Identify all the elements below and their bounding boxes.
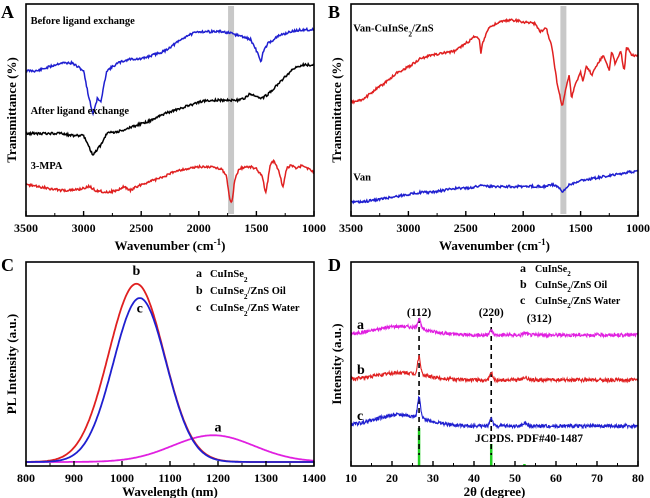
panel-label-a: A: [1, 2, 14, 22]
panel-d-series-line: [350, 354, 639, 384]
panel-c-curve-label: c: [137, 301, 143, 316]
panel-d-series-line: [350, 317, 639, 339]
panel-b-xtick-label: 3500: [339, 221, 363, 235]
panel-d-reference-label: JCPDS. PDF#40-1487: [475, 433, 583, 445]
panel-c-xtick-label: 900: [65, 471, 83, 485]
panel-b-series-line: [350, 169, 639, 205]
panel-d-legend-key: b: [520, 277, 527, 291]
panel-c-legend-key: a: [196, 266, 202, 280]
panel-d-xtick-label: 10: [345, 471, 357, 485]
panel-d-xlabel: 2θ (degree): [464, 484, 526, 498]
panel-d-series-label: c: [357, 409, 363, 424]
panel-d-legend-key: c: [520, 293, 526, 307]
panel-d-series-line: [350, 395, 639, 430]
panel-b-xlabel: Wavenumber (cm-1): [439, 237, 550, 253]
panel-b-series-label: Van-CuInSe2/ZnS: [353, 24, 433, 38]
panel-a-xtick-label: 1000: [302, 221, 326, 235]
panel-b-series-line: [350, 17, 639, 106]
panel-c-legend-key: c: [196, 300, 202, 314]
panel-a-xlabel: Wavenumber (cm-1): [115, 237, 226, 253]
panel-b-xtick-label: 2500: [454, 221, 478, 235]
panel-b-series-label: Van: [353, 173, 371, 184]
panel-a-series-line: [25, 158, 315, 204]
panel-c-xtick-label: 1000: [110, 471, 134, 485]
panel-label-c: C: [1, 255, 14, 275]
panel-a-xtick-label: 3500: [14, 221, 38, 235]
panel-c-xtick-label: 1300: [254, 471, 278, 485]
panel-c-legend-key: b: [196, 283, 203, 297]
panel-d-xtick-label: 20: [386, 471, 398, 485]
panel-label-b: B: [328, 2, 340, 22]
panel-b-xtick-label: 2000: [511, 221, 535, 235]
panel-d-xtick-label: 30: [427, 471, 439, 485]
panel-c-xlabel: Wavelength (nm): [122, 484, 218, 498]
panel-d-xtick-label: 60: [550, 471, 562, 485]
panel-a-highlight-band: [228, 6, 235, 214]
panel-a: Before ligand exchange After ligand excha…: [4, 3, 326, 253]
panel-b-ylabel: Transmittance (%): [329, 57, 344, 163]
panel-c-curve-label: b: [133, 264, 141, 279]
panel-c-xtick-label: 1200: [206, 471, 230, 485]
panel-d-xtick-label: 80: [632, 471, 644, 485]
panel-b-frame: [350, 3, 639, 217]
panel-d-legend-text: CuInSe2/ZnS Oil: [535, 280, 607, 294]
panel-c-series-line: [26, 297, 314, 463]
panel-label-d: D: [328, 255, 341, 275]
panel-d-peak-label: (112): [407, 307, 431, 319]
panel-b-xtick-label: 1000: [626, 221, 650, 235]
panel-a-xtick-label: 3000: [72, 221, 96, 235]
panel-d-xtick-label: 70: [591, 471, 603, 485]
panel-c-legend-text: CuInSe2/ZnS Oil: [210, 286, 286, 301]
panel-d-legend-text: CuInSe2/ZnS Water: [535, 296, 621, 310]
panel-c-ylabel: PL Intensity (a.u.): [4, 314, 19, 414]
panel-a-xtick-label: 2500: [129, 221, 153, 235]
panel-b-highlight-band: [560, 6, 567, 214]
panel-a-xtick-label: 1500: [244, 221, 268, 235]
panel-d-peak-label: (220): [479, 307, 504, 319]
panel-c-xtick-label: 1400: [302, 471, 326, 485]
panel-a-series-label: Before ligand exchange: [31, 16, 136, 27]
panel-d-series-label: a: [357, 318, 364, 333]
panel-a-series-line: [25, 61, 315, 156]
panel-a-series-line: [25, 26, 315, 117]
panel-b-xtick-label: 3000: [396, 221, 420, 235]
panel-a-series-label: 3-MPA: [31, 161, 63, 172]
panel-c-xtick-label: 800: [17, 471, 35, 485]
panel-a-series-label: After ligand exchange: [31, 106, 130, 117]
panel-d-legend-key: a: [520, 261, 526, 275]
panel-d-xtick-label: 50: [509, 471, 521, 485]
panel-d-peak-label: (312): [527, 313, 552, 325]
panel-c-curve-label: a: [215, 421, 222, 436]
panel-c-legend-text: CuInSe2/ZnS Water: [210, 303, 300, 318]
panel-c-xtick-label: 1100: [158, 471, 181, 485]
panel-d-series-label: b: [357, 363, 365, 378]
panel-b-xtick-label: 1500: [569, 221, 593, 235]
panel-d-legend-text: CuInSe2: [535, 264, 571, 278]
panel-c-legend-text: CuInSe2: [210, 269, 248, 284]
panel-b: Van-CuInSe2/ZnS Van 3500 3000 2500 2000 1500 10…: [329, 3, 650, 253]
panel-a-xtick-label: 2000: [187, 221, 211, 235]
panel-a-ylabel: Transmittance (%): [4, 57, 19, 163]
panel-d-xtick-label: 40: [468, 471, 480, 485]
panel-d-ylabel: Intensity (a.u.): [329, 323, 344, 404]
